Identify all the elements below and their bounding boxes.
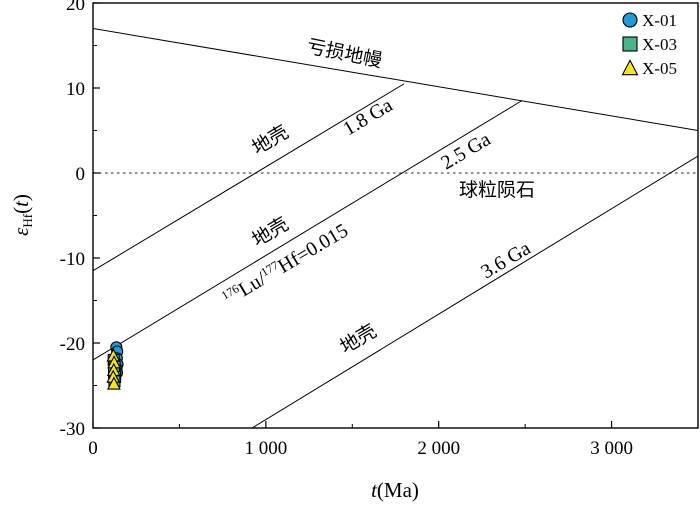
reference-lines [93,28,698,428]
y-axis-title-hf: Hf [20,213,35,227]
data-points [106,341,124,390]
reference-line-2 [93,83,405,272]
x-axis-title: t(Ma) [371,478,419,502]
reference-line-3 [93,100,522,361]
legend-marker-x-01 [622,12,638,28]
crust-label-1: 地壳 [248,121,292,159]
legend-marker-x-05 [621,59,639,76]
reference-line-4 [251,155,698,428]
crust-label-3: 地壳 [336,320,380,358]
y-axis-title-t: t [9,200,33,207]
y-tick-label-2: 0 [76,164,86,185]
crust-label-2: 地壳 [248,213,292,251]
y-axis-title-eps: ε [9,227,33,236]
y-tick-label-5: -30 [60,419,85,440]
point-x-05-4 [107,376,121,390]
legend: X-01 X-03 X-05 [621,11,677,78]
y-axis-ticks: 20 10 0 -10 -20 -30 [60,0,100,440]
y-axis-title-paren: ( [9,207,33,214]
y-tick-label-0: 20 [66,0,85,15]
y-axis-title-close: ) [9,194,33,201]
reference-line-0 [93,28,698,131]
legend-label-x-05: X-05 [642,59,677,78]
legend-label-x-01: X-01 [642,11,677,30]
x-tick-label-2: 2 000 [417,438,460,459]
chondrite-label: 球粒陨石 [459,179,535,201]
x-axis-ticks: 0 1 000 2 000 3 000 [88,421,633,459]
x-tick-label-0: 0 [88,438,98,459]
age-3-6-label: 3.6 Ga [477,237,534,283]
x-axis-title-t: t [371,478,378,502]
legend-label-x-03: X-03 [642,35,677,54]
y-tick-label-3: -10 [60,249,85,270]
legend-marker-x-03 [622,36,638,52]
y-tick-label-4: -20 [60,334,85,355]
y-axis-title: εHf(t) [9,194,35,236]
y-tick-label-1: 10 [66,79,85,100]
x-axis-title-unit: (Ma) [377,478,419,502]
age-2-5-label: 2.5 Ga [437,128,494,174]
x-tick-label-1: 1 000 [244,438,287,459]
plot-frame [92,2,699,429]
x-tick-label-3: 3 000 [590,438,633,459]
age-1-8-label: 1.8 Ga [339,94,396,140]
